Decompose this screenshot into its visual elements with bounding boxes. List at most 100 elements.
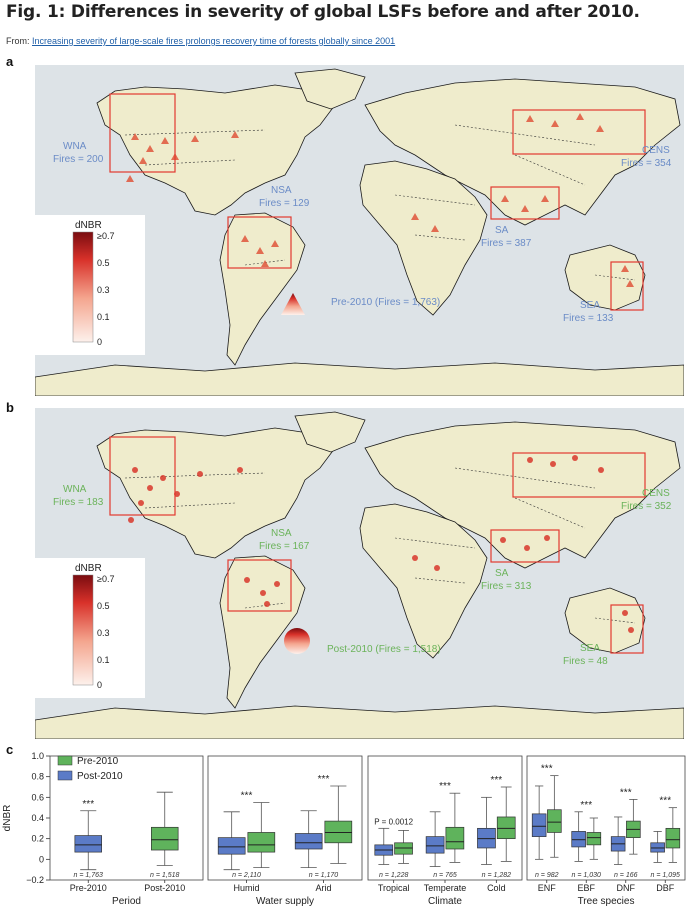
region-fires-wna: Fires = 200 bbox=[53, 154, 104, 165]
significance-label: *** bbox=[439, 781, 451, 792]
box-pre-2010 bbox=[151, 826, 179, 851]
north-america-shape bbox=[96, 427, 336, 559]
south-america-shape bbox=[219, 212, 306, 366]
africa-shape bbox=[359, 503, 488, 659]
period-marker-label-a: Pre-2010 (Fires = 1,763) bbox=[331, 297, 440, 308]
region-fires-cens: Fires = 354 bbox=[621, 158, 672, 169]
legend-swatch bbox=[57, 770, 73, 781]
sample-size-label: n = 1,170 bbox=[309, 872, 338, 879]
region-box-nsa bbox=[227, 559, 292, 612]
region-label-nsa: NSA bbox=[271, 528, 292, 539]
group-panel-frame bbox=[49, 755, 204, 881]
panel-b-label: b bbox=[6, 400, 14, 415]
region-box-cens bbox=[512, 452, 646, 498]
region-labels-b: WNA Fires = 183 NSA Fires = 167 CENS Fir… bbox=[53, 484, 672, 667]
sample-size-label: n = 1,228 bbox=[379, 872, 408, 879]
period-marker-label-b: Post-2010 (Fires = 1,518) bbox=[327, 644, 441, 655]
legend-tick-a-4: 0 bbox=[97, 337, 102, 347]
box-post-2010 bbox=[531, 813, 547, 837]
legend-label: Post-2010 bbox=[77, 771, 123, 782]
legend-tick-b-3: 0.1 bbox=[97, 655, 110, 665]
australia-shape bbox=[564, 587, 646, 654]
legend-tick-b-1: 0.5 bbox=[97, 601, 110, 611]
legend-tick-b-4: 0 bbox=[97, 680, 102, 690]
y-tick-label: 0.6 bbox=[31, 792, 44, 802]
y-axis-label: dNBR bbox=[2, 805, 13, 832]
north-america-shape bbox=[96, 84, 336, 216]
post-2010-circle-icon bbox=[284, 628, 310, 654]
panel-c-label: c bbox=[6, 742, 14, 757]
region-label-wna: WNA bbox=[63, 484, 87, 495]
source-line: From: Increasing severity of large-scale… bbox=[6, 36, 395, 46]
group-label: Tree species bbox=[578, 896, 635, 907]
fire-markers-a bbox=[126, 113, 634, 287]
sample-size-label: n = 2,110 bbox=[232, 872, 261, 879]
category-label: Cold bbox=[487, 883, 506, 893]
region-box-sa bbox=[490, 529, 560, 563]
significance-label: *** bbox=[490, 775, 502, 786]
south-america-shape bbox=[219, 555, 306, 709]
box-post-2010 bbox=[217, 837, 246, 855]
sample-size-label: n = 765 bbox=[433, 872, 457, 879]
box-post-2010 bbox=[425, 836, 445, 854]
box-pre-2010 bbox=[547, 809, 562, 833]
legend-tick-b-2: 0.3 bbox=[97, 628, 110, 638]
legend-tick-a-0: ≥0.7 bbox=[97, 231, 114, 241]
category-label: DBF bbox=[656, 883, 675, 893]
category-label: Pre-2010 bbox=[70, 883, 107, 893]
source-prefix: From: bbox=[6, 36, 32, 46]
region-fires-sa: Fires = 387 bbox=[481, 238, 532, 249]
box-pre-2010 bbox=[665, 827, 681, 849]
y-tick-label: 0.4 bbox=[31, 813, 44, 823]
sample-size-label: n = 982 bbox=[535, 872, 559, 879]
fire-markers-b bbox=[128, 455, 634, 633]
eurasia-shape bbox=[364, 421, 681, 569]
australia-shape bbox=[564, 244, 646, 311]
region-box-wna bbox=[109, 436, 176, 516]
significance-label: *** bbox=[620, 787, 632, 798]
sample-size-label: n = 1,030 bbox=[572, 872, 601, 879]
map-a-svg: WNA Fires = 200 NSA Fires = 129 CENS Fir… bbox=[35, 68, 684, 396]
source-article-link[interactable]: Increasing severity of large-scale fires… bbox=[32, 36, 396, 46]
panel-a-label: a bbox=[6, 54, 14, 69]
y-tick-label: 0 bbox=[39, 854, 44, 864]
group-label: Period bbox=[112, 896, 141, 907]
significance-label: *** bbox=[82, 799, 94, 810]
legend-colorbar-a bbox=[72, 231, 94, 343]
dnbr-legend-b: dNBR ≥0.7 0.5 0.3 0.1 0 bbox=[35, 558, 145, 698]
group-panel-frame bbox=[207, 755, 363, 881]
category-label: EBF bbox=[577, 883, 595, 893]
sample-size-label: n = 166 bbox=[614, 872, 638, 879]
box-pre-2010 bbox=[247, 832, 276, 853]
legend-colorbar-b bbox=[72, 574, 94, 686]
box-pre-2010 bbox=[586, 832, 602, 846]
category-label: DNF bbox=[617, 883, 636, 893]
region-box-sea bbox=[610, 261, 644, 311]
dnbr-legend-a: dNBR ≥0.7 0.5 0.3 0.1 0 bbox=[35, 215, 145, 355]
legend-swatch bbox=[57, 755, 73, 766]
significance-label: *** bbox=[541, 764, 553, 775]
box-post-2010 bbox=[294, 833, 323, 850]
panel-b-map: WNA Fires = 183 NSA Fires = 167 CENS Fir… bbox=[35, 408, 684, 739]
category-label: Tropical bbox=[378, 883, 410, 893]
region-fires-wna: Fires = 183 bbox=[53, 497, 104, 508]
legend-tick-a-1: 0.5 bbox=[97, 258, 110, 268]
region-fires-sa: Fires = 313 bbox=[481, 581, 532, 592]
region-fires-nsa: Fires = 167 bbox=[259, 541, 310, 552]
region-box-sa bbox=[490, 186, 560, 220]
region-label-wna: WNA bbox=[63, 141, 87, 152]
category-label: ENF bbox=[538, 883, 557, 893]
legend-tick-b-0: ≥0.7 bbox=[97, 574, 114, 584]
significance-label: P = 0.0012 bbox=[374, 817, 413, 826]
region-fires-nsa: Fires = 129 bbox=[259, 198, 310, 209]
category-label: Humid bbox=[233, 883, 259, 893]
eurasia-shape bbox=[364, 78, 681, 226]
legend-tick-a-3: 0.1 bbox=[97, 312, 110, 322]
box-pre-2010 bbox=[324, 820, 353, 844]
region-boxes-a bbox=[109, 93, 646, 311]
region-box-sea bbox=[610, 604, 644, 654]
region-label-sea: SEA bbox=[580, 300, 600, 311]
sample-size-label: n = 1,763 bbox=[74, 872, 103, 879]
region-box-nsa bbox=[227, 216, 292, 269]
region-boxes-b bbox=[109, 436, 646, 654]
